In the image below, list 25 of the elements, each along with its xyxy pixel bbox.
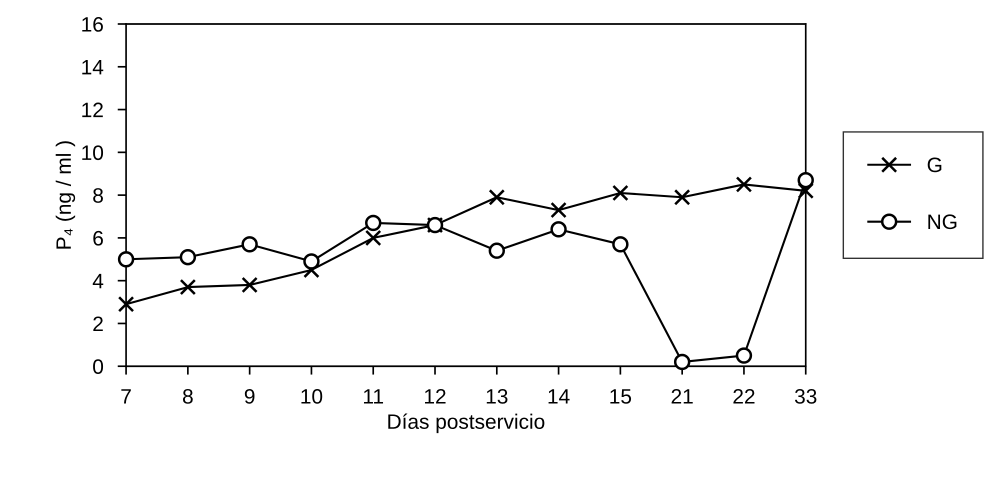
y-tick-label: 16	[82, 17, 103, 32]
x-tick-label: 13	[486, 389, 508, 404]
y-tick-label: 10	[82, 145, 104, 160]
y-tick-label: 4	[92, 274, 104, 288]
x-axis-title: Días postservicio	[388, 413, 544, 434]
legend-label: NG	[928, 214, 956, 230]
y-tick-label: 8	[93, 188, 103, 203]
y-tick-label: 0	[93, 359, 104, 374]
y-tick-label: 2	[93, 316, 103, 332]
y-tick-label: 12	[82, 102, 103, 118]
x-tick-label: 9	[244, 389, 254, 404]
x-tick-label: 14	[548, 389, 570, 404]
y-tick-label: 6	[93, 230, 103, 246]
legend-label: G	[928, 158, 942, 172]
x-tick-label: 33	[794, 389, 816, 404]
x-tick-label: 15	[610, 389, 632, 404]
x-tick-label: 8	[182, 389, 193, 404]
x-tick-label: 7	[121, 389, 131, 404]
x-tick-label: 21	[672, 389, 693, 404]
y-axis-title: P₄ (ng / ml )	[56, 141, 76, 249]
x-tick-label: 10	[301, 389, 322, 404]
y-tick-label: 14	[82, 60, 104, 74]
x-tick-label: 22	[733, 389, 754, 404]
x-tick-label: 12	[425, 389, 446, 404]
x-tick-label: 11	[364, 389, 384, 404]
